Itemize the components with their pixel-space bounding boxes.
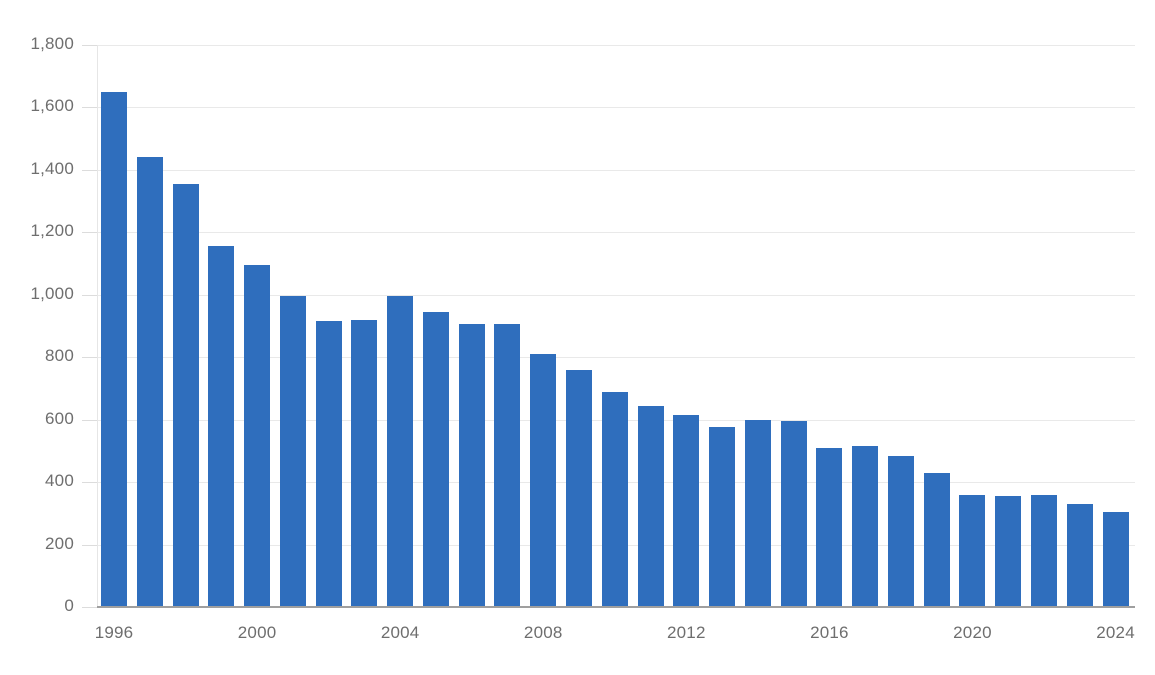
x-tick-label: 2004 <box>380 623 420 642</box>
y-tick-mark <box>82 45 97 46</box>
y-tick-label: 0 <box>64 596 74 615</box>
y-tick-label: 1,200 <box>30 221 74 241</box>
bar <box>1031 494 1058 607</box>
gridline <box>97 169 1135 171</box>
y-tick-mark <box>82 482 97 484</box>
gridline <box>97 107 1135 109</box>
bar <box>315 321 342 607</box>
bar <box>995 496 1022 607</box>
bar <box>1066 503 1093 607</box>
bar <box>422 311 449 607</box>
bar <box>637 405 664 607</box>
bar <box>208 246 235 607</box>
bar <box>530 354 557 607</box>
bar <box>673 414 700 607</box>
gridline <box>97 45 1135 46</box>
y-tick-label: 1,400 <box>30 158 74 178</box>
bar <box>494 324 521 607</box>
x-tick-label: 2012 <box>667 623 706 642</box>
x-tick-label: 1996 <box>94 623 134 642</box>
y-tick-mark <box>82 419 97 421</box>
bar <box>172 183 199 607</box>
bar <box>923 472 950 607</box>
bar <box>136 157 163 607</box>
bar <box>387 296 414 607</box>
y-tick-mark <box>82 107 97 109</box>
y-tick-mark <box>82 607 97 608</box>
bar <box>709 427 736 607</box>
y-tick-mark <box>82 544 97 546</box>
bar <box>959 494 986 607</box>
x-tick-label: 2000 <box>237 623 277 642</box>
bar <box>780 421 807 607</box>
bar <box>852 446 879 607</box>
y-tick-label: 200 <box>45 533 74 553</box>
gridline <box>97 232 1135 234</box>
y-tick-mark <box>82 357 97 359</box>
gridline <box>97 294 1135 296</box>
y-tick-label: 400 <box>45 471 74 491</box>
bar <box>566 369 592 607</box>
y-tick-mark <box>82 232 97 234</box>
x-tick-label: 2020 <box>953 623 992 642</box>
bar <box>351 319 378 607</box>
bar <box>816 447 843 607</box>
bar <box>279 296 306 607</box>
y-tick-mark <box>82 169 97 171</box>
bar <box>1102 511 1129 607</box>
y-axis-line <box>97 45 98 607</box>
x-axis-line <box>97 606 1135 608</box>
gridline <box>97 357 1135 359</box>
y-tick-label: 800 <box>45 346 74 366</box>
bar <box>744 419 771 607</box>
bar <box>101 91 127 607</box>
x-tick-label: 2016 <box>810 623 849 642</box>
x-tick-label: 2024 <box>1096 623 1135 642</box>
bar <box>244 265 271 607</box>
x-tick-label: 2008 <box>523 623 563 642</box>
bar <box>601 391 628 607</box>
y-tick-mark <box>82 294 97 296</box>
y-tick-label: 1,600 <box>30 96 74 116</box>
y-tick-label: 1,800 <box>30 34 74 53</box>
bar <box>458 324 485 607</box>
y-tick-label: 1,000 <box>30 283 74 303</box>
bar <box>887 455 914 607</box>
y-tick-label: 600 <box>45 408 74 428</box>
